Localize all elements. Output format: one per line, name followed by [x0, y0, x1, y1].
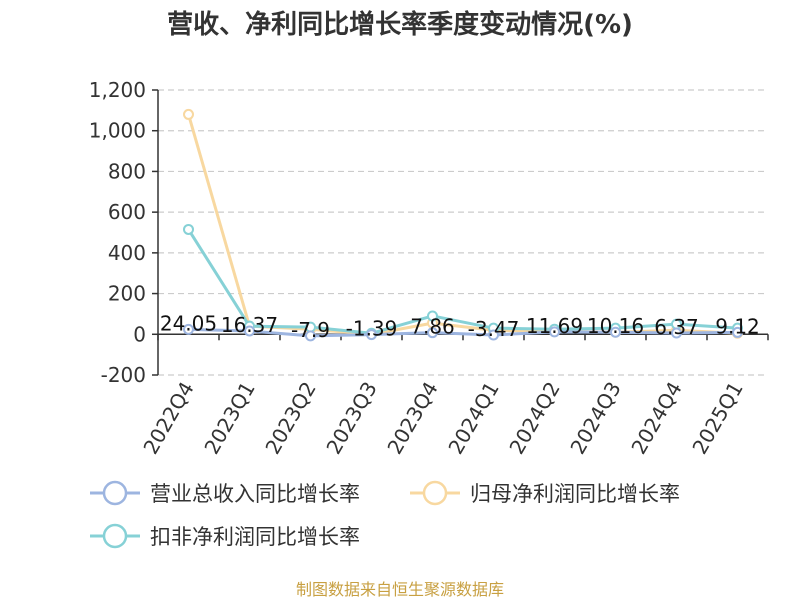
data-label: 16.37	[221, 313, 278, 337]
x-tick-label: 2022Q4	[138, 378, 198, 459]
y-tick-label: 0	[133, 322, 146, 346]
data-point	[427, 327, 438, 339]
data-labels: 24.05 16.37 -7.9 -1.39 7.86 -3.47 11.69 10.16 6.…	[160, 311, 760, 342]
legend-item[interactable]: 营业总收入同比增长率	[90, 480, 360, 506]
y-tick-label: 200	[108, 282, 146, 306]
data-point	[549, 326, 560, 338]
x-tick-label: 2025Q1	[687, 378, 747, 459]
data-label: 9.12	[715, 314, 760, 338]
legend-label: 扣非净利润同比增长率	[150, 525, 360, 549]
data-point	[732, 326, 743, 338]
x-tick-label: 2023Q4	[382, 378, 442, 459]
series-points	[183, 108, 743, 342]
x-tick-label: 2023Q3	[321, 378, 381, 459]
data-point	[671, 327, 682, 339]
legend-item[interactable]: 扣非净利润同比增长率	[90, 523, 360, 549]
y-tick-label: 600	[108, 200, 146, 224]
series-line	[187, 114, 738, 336]
x-axis: 2022Q4 2023Q1 2023Q2 2023Q3 2023Q4 2024Q1 2024…	[138, 333, 769, 459]
data-label: 24.05	[160, 311, 217, 335]
x-tick-label: 2024Q4	[626, 378, 686, 459]
y-tick-label: 1,200	[89, 78, 146, 102]
x-tick-label: 2023Q2	[260, 378, 320, 459]
data-label: -3.47	[468, 317, 520, 341]
series-lines	[187, 114, 738, 338]
y-tick-label: 1,000	[89, 119, 146, 143]
data-label: 6.37	[654, 315, 699, 339]
data-point	[366, 329, 377, 341]
data-point	[427, 310, 438, 322]
legend-item[interactable]: 归母净利润同比增长率	[410, 480, 680, 506]
x-tick-label: 2023Q1	[199, 378, 259, 459]
data-label: -1.39	[346, 317, 398, 341]
legend-label: 营业总收入同比增长率	[150, 482, 360, 506]
data-point	[183, 323, 194, 335]
x-tick-label: 2024Q2	[504, 378, 564, 459]
legend-marker-icon	[102, 523, 128, 549]
y-axis: -200 0 200 400 600 800 1,000 1,200	[89, 78, 159, 387]
data-point	[610, 326, 621, 338]
legend-marker-icon	[422, 480, 448, 506]
legend-marker-icon	[102, 480, 128, 506]
footer-source: 制图数据来自恒生聚源数据库	[296, 580, 504, 599]
series-line	[188, 327, 738, 338]
data-point	[183, 223, 194, 235]
legend-label: 归母净利润同比增长率	[470, 482, 680, 506]
gridlines	[158, 89, 768, 376]
data-label: -7.9	[291, 318, 330, 342]
data-point	[244, 325, 255, 337]
y-tick-label: 800	[108, 159, 146, 183]
x-tick-label: 2024Q3	[565, 378, 625, 459]
data-label: 10.16	[587, 314, 644, 338]
data-point	[305, 330, 316, 342]
data-point	[183, 108, 194, 120]
y-tick-label: 400	[108, 241, 146, 265]
series-line	[187, 228, 738, 335]
data-label: 7.86	[410, 315, 455, 339]
data-point	[488, 329, 499, 341]
y-tick-label: -200	[101, 363, 146, 387]
data-label: 11.69	[526, 314, 583, 338]
chart-title: 营收、净利同比增长率季度变动情况(%)	[167, 9, 633, 40]
x-tick-label: 2024Q1	[443, 378, 503, 459]
